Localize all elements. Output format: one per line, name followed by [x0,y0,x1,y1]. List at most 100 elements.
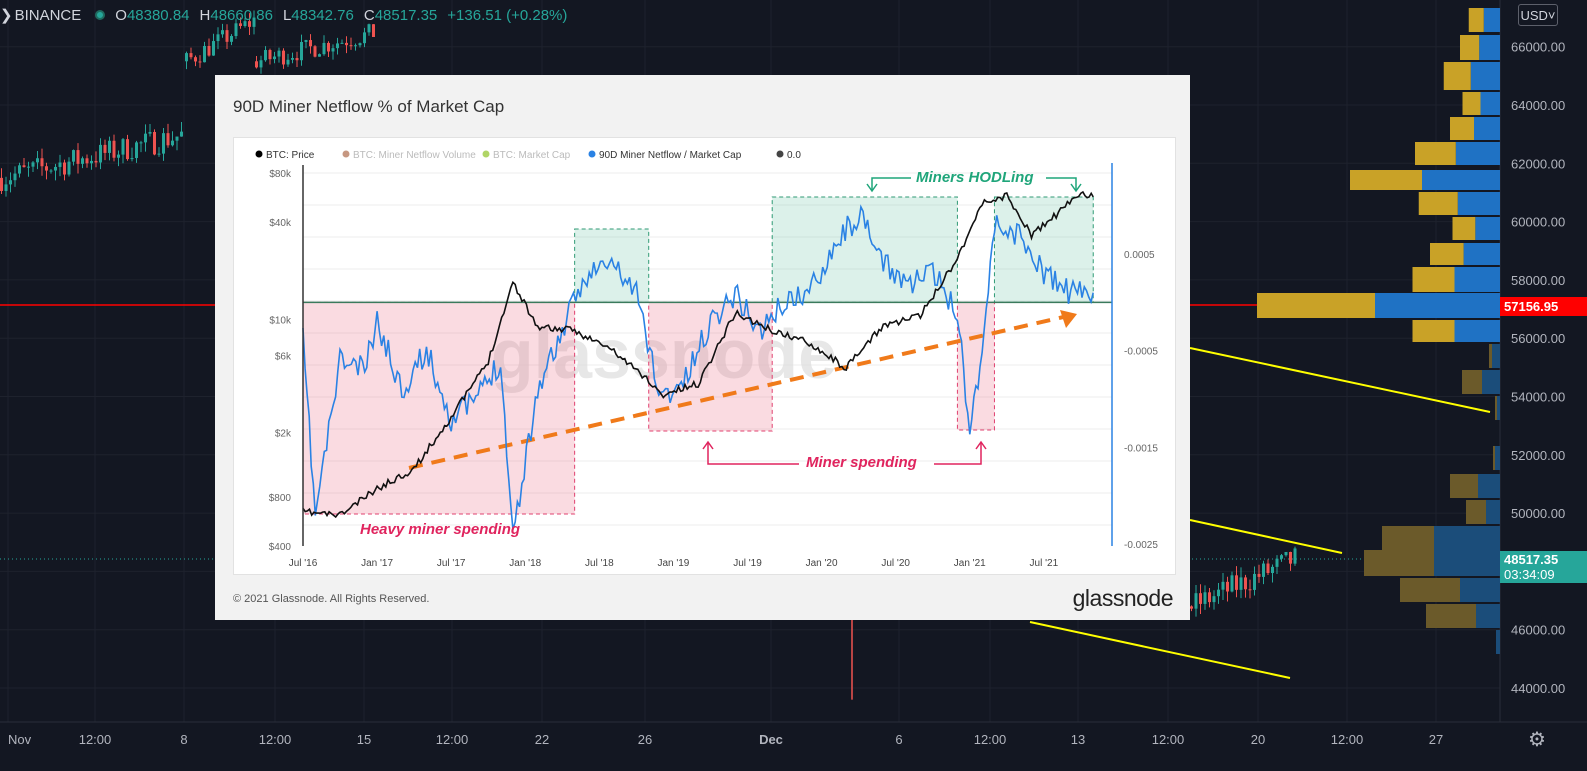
price-tick-label: 66000.00 [1511,40,1565,55]
gear-icon[interactable]: ⚙ [1528,729,1546,751]
volume-profile-bar [1460,578,1500,602]
annotation-heavy-spending: Heavy miner spending [360,521,520,538]
candle-body [363,32,366,44]
candle-body [1266,563,1270,574]
x-tick-label: Jul '20 [881,558,910,569]
x-tick-label: Jul '18 [585,558,614,569]
candle-body [1230,575,1234,592]
price-tick-label: 50000.00 [1511,506,1565,521]
y-left-tick-label: $10k [269,315,292,326]
candle-body [67,161,71,175]
candle-body [117,154,120,158]
y-right-tick-label: 0.0005 [1124,250,1155,261]
legend-marker [342,150,350,158]
x-tick-label: Jul '19 [733,558,762,569]
volume-profile-bar [1482,370,1500,394]
candle-body [58,162,62,167]
y-right-tick-label: -0.0025 [1124,540,1158,551]
btc-price-series-line [302,190,1094,519]
candle-body [372,24,375,37]
time-tick-label: 12:00 [436,732,469,747]
candle-body [1293,548,1297,564]
change-value: +136.51 (+0.28%) [447,6,568,24]
candle-body [108,140,111,153]
volume-profile-bar [1443,62,1471,90]
annotation-miner-spending: Miner spending [806,454,917,471]
volume-profile-bar [1454,320,1500,342]
candle-body [112,140,116,158]
candle-body [31,162,35,167]
candle-body [255,61,258,68]
candle-body [185,53,188,62]
volume-profile-bar [1434,526,1500,550]
candle-body [40,158,44,167]
candle-body [0,177,3,191]
candle-body [295,58,299,61]
time-tick-label: 12:00 [259,732,292,747]
time-tick-label: 15 [357,732,371,747]
candle-body [194,57,197,62]
candle-body [1248,589,1252,591]
x-tick-label: Jan '19 [657,558,689,569]
candle-body [189,53,193,58]
candle-body [22,165,26,168]
bracket-arrow [975,440,987,450]
currency-selector[interactable]: USD ˅ [1518,4,1558,26]
y-left-tick-label: $800 [269,493,292,504]
x-tick-label: Jul '17 [437,558,466,569]
price-tick-label: 44000.00 [1511,681,1565,696]
bracket-line [934,443,982,465]
legend-marker [255,150,263,158]
candle-body [277,50,281,57]
volume-profile-bar [1462,370,1482,394]
candle-body [1208,592,1211,603]
candle-body [1203,592,1207,604]
countdown-label: 03:34:09 [1504,567,1555,582]
candle-body [54,166,57,171]
candle-body [153,131,156,155]
last-price-label: 48517.35 [1504,552,1559,567]
legend-entry: BTC: Miner Netflow Volume [353,150,476,161]
volume-profile-bar [1475,217,1500,240]
glassnode-chart-box: glassnode$80k$40k$10k$6k$2k$800$4000.000… [233,137,1176,575]
candle-body [1262,563,1265,577]
candle-body [4,184,8,191]
legend-marker [482,150,490,158]
volume-profile-bar [1412,320,1455,342]
candle-body [162,133,165,154]
bracket-arrow [702,440,714,450]
y-left-tick-label: $6k [275,351,292,362]
volume-profile-bar [1486,500,1500,524]
candle-body [1235,575,1238,590]
candle-body [358,43,362,46]
candle-body [259,60,263,68]
high-value: 48660.86 [210,6,273,24]
bracket-line [707,443,799,465]
chevron-down-icon: ˅ [1547,7,1556,23]
volume-profile-bar [1455,142,1500,165]
candle-body [243,21,247,27]
volume-profile-bar [1495,396,1497,420]
x-tick-label: Jan '20 [806,558,838,569]
legend-chevron[interactable]: ❯ [0,7,13,24]
candle-body [49,170,53,172]
candle-body [322,42,326,55]
candle-body [239,23,242,27]
time-tick-label: 27 [1429,732,1443,747]
volume-profile-bar [1452,217,1476,240]
volume-profile-bar [1257,293,1375,318]
volume-profile-bar [1492,344,1500,368]
low-value: 48342.76 [291,6,354,24]
volume-profile-bar [1400,578,1460,602]
price-tick-label: 58000.00 [1511,273,1565,288]
candle-body [121,139,125,155]
volume-profile-bar [1450,474,1478,498]
candle-body [248,21,251,27]
volume-profile-bar [1489,344,1492,368]
y-right-tick-label: -0.0015 [1124,443,1158,454]
candle-body [1257,573,1261,577]
copyright-text: © 2021 Glassnode. All Rights Reserved. [233,593,430,605]
candle-body [166,133,170,146]
time-tick-label: 12:00 [1331,732,1364,747]
legend-marker [588,150,596,158]
